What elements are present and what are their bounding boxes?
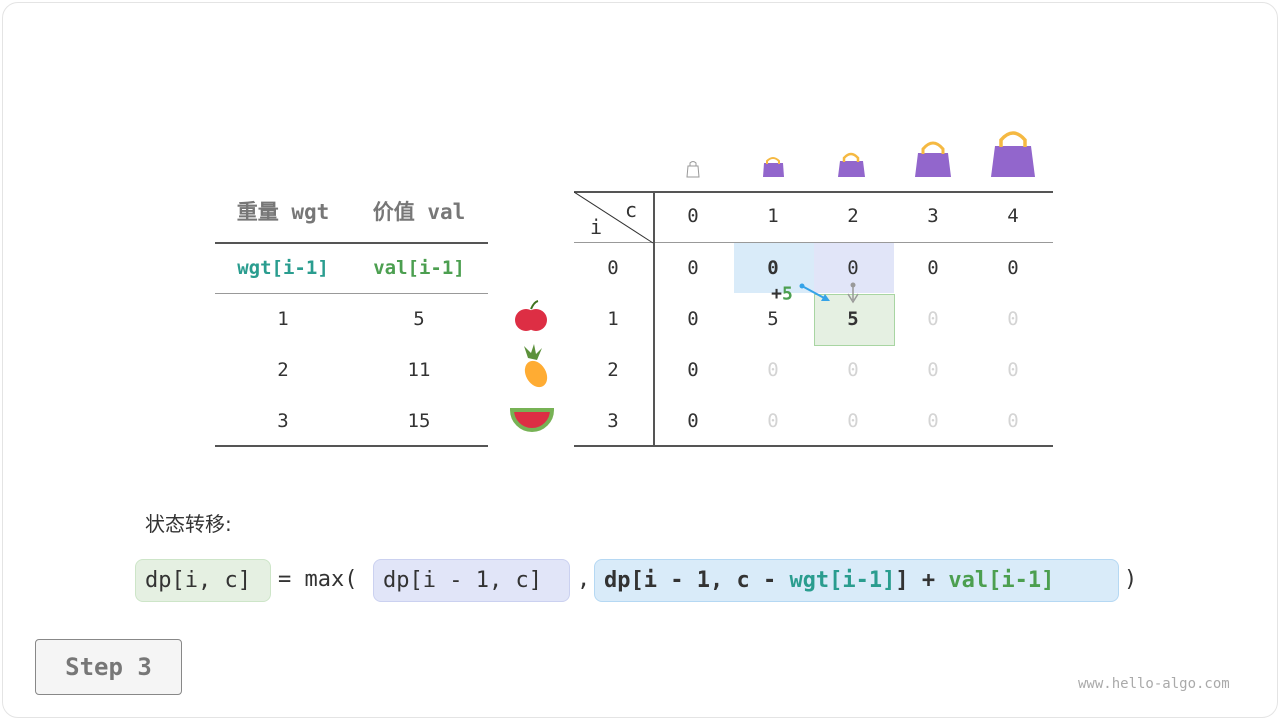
row-label: 1: [607, 308, 619, 330]
arrows: [799, 282, 859, 304]
dp-cell: 0: [687, 359, 699, 381]
watermelon-icon: [509, 408, 555, 432]
row-label: 3: [607, 410, 619, 432]
current-cell: [814, 294, 895, 346]
formula-opt1: dp[i - 1, c]: [373, 559, 570, 602]
dp-cell: 0: [847, 257, 859, 279]
col-header: 0: [687, 205, 699, 227]
subheader-wgt: wgt[i-1]: [237, 257, 329, 279]
bag-icon-2: [838, 152, 865, 177]
header-val: 价值 val: [372, 200, 466, 224]
dp-cell: 5: [847, 308, 859, 330]
wgt-cell: 1: [277, 308, 289, 330]
col-header: 1: [767, 205, 779, 227]
col-header: 4: [1007, 205, 1019, 227]
formula-opt2: dp[i - 1, c - wgt[i-1]] + val[i-1]: [594, 559, 1119, 602]
subheader-val: val[i-1]: [373, 257, 465, 279]
dp-cell: 0: [1007, 410, 1019, 432]
corner-i: i: [589, 215, 603, 239]
formula-lhs: dp[i, c]: [135, 559, 271, 602]
dp-cell: 0: [927, 308, 939, 330]
formula-close: ): [1124, 567, 1138, 592]
dp-cell: 0: [767, 410, 779, 432]
bag-icon-3: [915, 141, 951, 177]
dp-cell: 0: [1007, 308, 1019, 330]
pineapple-icon: [524, 344, 548, 388]
down-arrow: [847, 282, 859, 304]
apple-icon: [515, 300, 547, 331]
dp-cell: 0: [927, 410, 939, 432]
corner-diagonal: [574, 192, 654, 244]
col-header: 2: [847, 205, 859, 227]
dp-cell: 0: [687, 257, 699, 279]
row-label: 0: [607, 257, 619, 279]
corner-c: c: [624, 198, 638, 222]
dp-cell: 0: [767, 257, 779, 279]
formula-max: = max(: [278, 567, 358, 592]
col-header: 3: [927, 205, 939, 227]
bag-icons: [686, 131, 1035, 178]
wgt-cell: 3: [277, 410, 289, 432]
dp-cell: 0: [927, 257, 939, 279]
header-wgt: 重量 wgt: [236, 200, 330, 224]
dp-cell: 0: [847, 410, 859, 432]
dp-cell: 0: [847, 359, 859, 381]
watermark: www.hello-algo.com: [1078, 676, 1230, 692]
bag-icon-1: [763, 157, 784, 177]
val-cell: 5: [413, 308, 425, 330]
val-cell: 15: [407, 410, 431, 432]
bag-icon-empty: [686, 161, 700, 178]
step-button[interactable]: Step 3: [35, 639, 182, 695]
dp-cell: 0: [687, 308, 699, 330]
val-cell: 11: [407, 359, 431, 381]
wgt-cell: 2: [277, 359, 289, 381]
dp-cell: 0: [767, 359, 779, 381]
dp-cell: 0: [927, 359, 939, 381]
dp-cell: 0: [1007, 257, 1019, 279]
row-label: 2: [607, 359, 619, 381]
transition-label: 状态转移:: [145, 512, 232, 536]
fruit-icons: [509, 300, 555, 432]
formula-comma: ,: [577, 567, 591, 592]
diag-arrow: [799, 283, 830, 301]
delta-label: +5: [771, 283, 793, 305]
dp-cell: 0: [687, 410, 699, 432]
dp-cell: 0: [1007, 359, 1019, 381]
dp-cell: 5: [767, 308, 779, 330]
bag-icon-4: [991, 131, 1035, 177]
